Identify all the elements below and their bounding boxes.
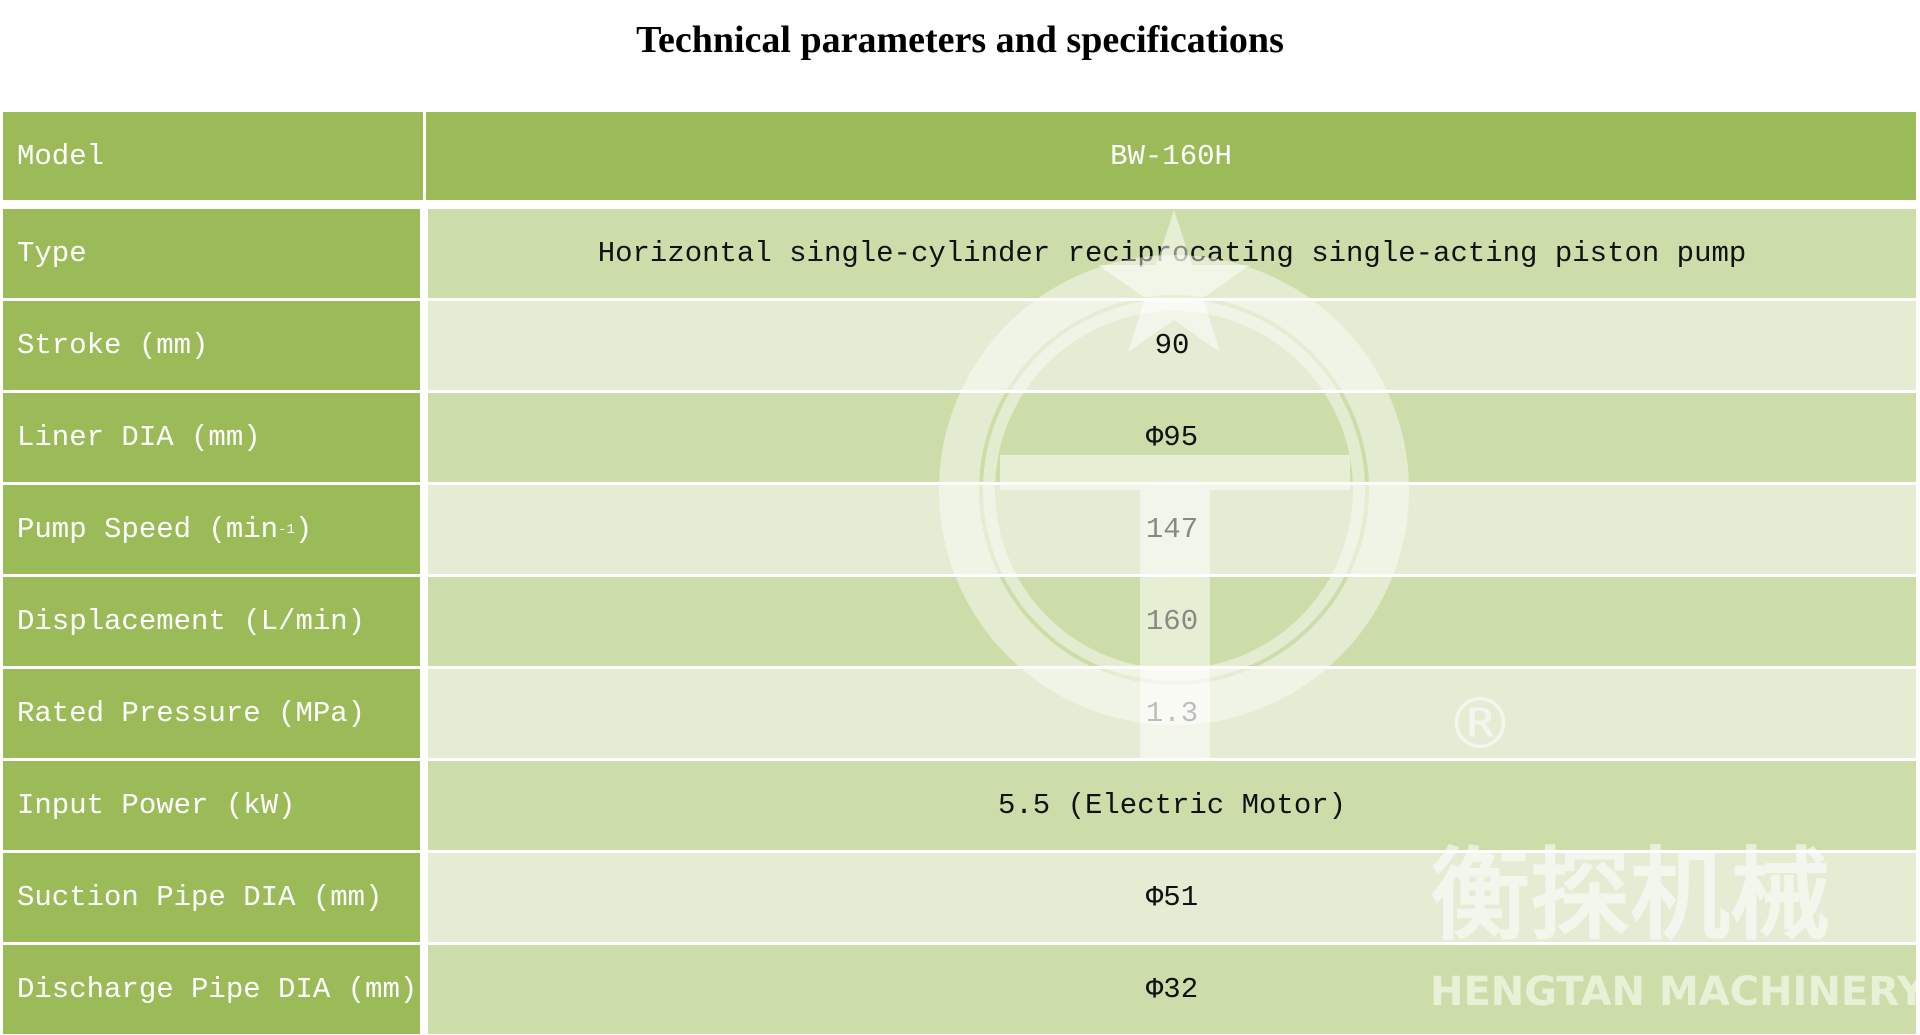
- row-label: Rated Pressure (MPa): [3, 669, 420, 758]
- row-label: Suction Pipe DIA (mm): [3, 853, 420, 942]
- row-label: Pump Speed (min -1): [3, 485, 420, 574]
- row-label-text: Suction Pipe DIA (mm): [17, 881, 383, 914]
- row-label: Liner DIA (mm): [3, 393, 420, 482]
- row-value: Φ51: [428, 853, 1916, 942]
- superscript: -1: [278, 521, 295, 538]
- row-value: Φ32: [428, 945, 1916, 1034]
- row-label: Displacement (L/min): [3, 577, 420, 666]
- header-value: BW-160H: [426, 112, 1916, 200]
- row-label-text: Input Power (kW): [17, 789, 296, 822]
- row-label-text: Displacement (L/min): [17, 605, 366, 638]
- row-value: 5.5 (Electric Motor): [428, 761, 1916, 850]
- row-label-end: ): [294, 513, 313, 546]
- row-label-text: Liner DIA (mm): [17, 421, 261, 454]
- row-value: 147: [428, 485, 1916, 574]
- row-value: 160: [428, 577, 1916, 666]
- row-label: Discharge Pipe DIA (mm): [3, 945, 420, 1034]
- page-title: Technical parameters and specifications: [636, 19, 1284, 61]
- row-value: 90: [428, 301, 1916, 390]
- row-label: Input Power (kW): [3, 761, 420, 850]
- row-label-text: Rated Pressure (MPa): [17, 697, 366, 730]
- row-label-text: Pump Speed (min: [17, 513, 279, 546]
- row-value: Φ95: [428, 393, 1916, 482]
- header-label: Model: [3, 112, 423, 200]
- row-label: Type: [3, 209, 420, 298]
- row-value: 1.3: [428, 669, 1916, 758]
- row-value: Horizontal single-cylinder reciprocating…: [428, 209, 1916, 298]
- row-label-text: Type: [17, 237, 87, 270]
- row-label: Stroke (mm): [3, 301, 420, 390]
- row-label-text: Stroke (mm): [17, 329, 209, 362]
- row-label-text: Discharge Pipe DIA (mm): [17, 973, 418, 1006]
